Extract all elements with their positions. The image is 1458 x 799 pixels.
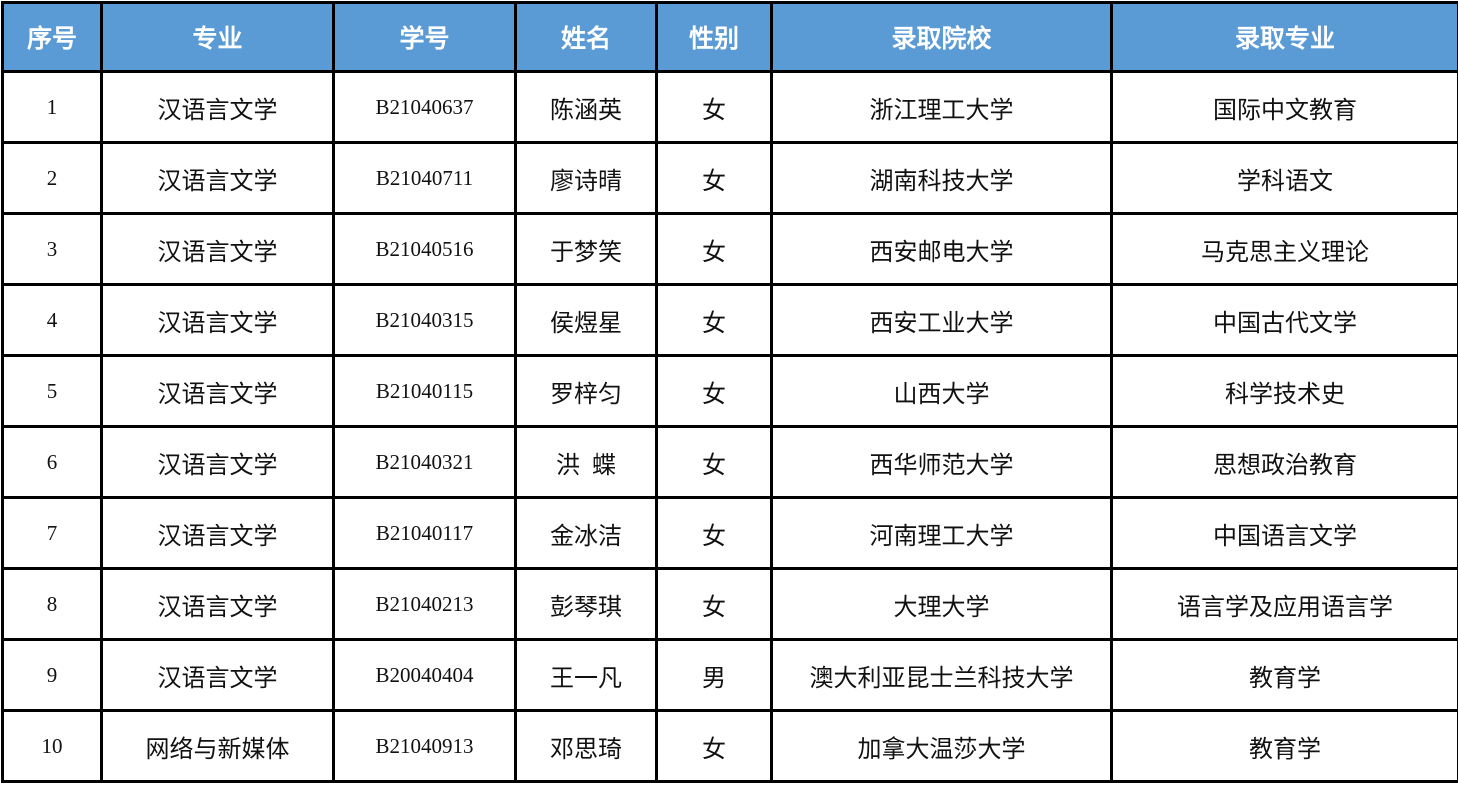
- cell-gender: 女: [657, 214, 772, 285]
- cell-name: 廖诗晴: [516, 143, 657, 214]
- header-student-id: 学号: [334, 3, 516, 72]
- header-row: 序号 专业 学号 姓名 性别 录取院校 录取专业: [3, 3, 1458, 72]
- cell-student-id: B20040404: [334, 640, 516, 711]
- cell-student-id: B21040315: [334, 285, 516, 356]
- cell-major: 汉语言文学: [102, 356, 334, 427]
- cell-major: 汉语言文学: [102, 427, 334, 498]
- header-index: 序号: [3, 3, 102, 72]
- cell-admitted-major: 科学技术史: [1112, 356, 1458, 427]
- cell-index: 9: [3, 640, 102, 711]
- cell-gender: 女: [657, 285, 772, 356]
- cell-admitted-major: 学科语文: [1112, 143, 1458, 214]
- cell-student-id: B21040117: [334, 498, 516, 569]
- cell-major: 汉语言文学: [102, 640, 334, 711]
- cell-admitted-major: 教育学: [1112, 711, 1458, 782]
- cell-admitted-school: 西安邮电大学: [772, 214, 1112, 285]
- cell-gender: 女: [657, 427, 772, 498]
- cell-name: 侯煜星: [516, 285, 657, 356]
- cell-student-id: B21040637: [334, 72, 516, 143]
- cell-major: 汉语言文学: [102, 72, 334, 143]
- cell-gender: 女: [657, 356, 772, 427]
- cell-gender: 女: [657, 569, 772, 640]
- cell-student-id: B21040516: [334, 214, 516, 285]
- cell-index: 5: [3, 356, 102, 427]
- cell-admitted-major: 思想政治教育: [1112, 427, 1458, 498]
- cell-admitted-school: 西华师范大学: [772, 427, 1112, 498]
- cell-index: 10: [3, 711, 102, 782]
- cell-admitted-school: 河南理工大学: [772, 498, 1112, 569]
- header-admitted-school: 录取院校: [772, 3, 1112, 72]
- cell-admitted-school: 浙江理工大学: [772, 72, 1112, 143]
- cell-student-id: B21040115: [334, 356, 516, 427]
- cell-index: 2: [3, 143, 102, 214]
- cell-gender: 女: [657, 498, 772, 569]
- cell-student-id: B21040321: [334, 427, 516, 498]
- cell-index: 3: [3, 214, 102, 285]
- cell-major: 网络与新媒体: [102, 711, 334, 782]
- header-admitted-major: 录取专业: [1112, 3, 1458, 72]
- cell-index: 6: [3, 427, 102, 498]
- header-major: 专业: [102, 3, 334, 72]
- cell-admitted-school: 西安工业大学: [772, 285, 1112, 356]
- cell-index: 4: [3, 285, 102, 356]
- header-gender: 性别: [657, 3, 772, 72]
- cell-admitted-school: 大理大学: [772, 569, 1112, 640]
- cell-gender: 女: [657, 72, 772, 143]
- cell-index: 1: [3, 72, 102, 143]
- cell-major: 汉语言文学: [102, 214, 334, 285]
- cell-index: 8: [3, 569, 102, 640]
- cell-name: 陈涵英: [516, 72, 657, 143]
- cell-admitted-major: 中国语言文学: [1112, 498, 1458, 569]
- cell-name: 邓思琦: [516, 711, 657, 782]
- cell-admitted-school: 澳大利亚昆士兰科技大学: [772, 640, 1112, 711]
- cell-name: 王一凡: [516, 640, 657, 711]
- cell-major: 汉语言文学: [102, 498, 334, 569]
- cell-gender: 女: [657, 711, 772, 782]
- cell-admitted-school: 加拿大温莎大学: [772, 711, 1112, 782]
- cell-major: 汉语言文学: [102, 285, 334, 356]
- cell-name: 金冰洁: [516, 498, 657, 569]
- cell-admitted-major: 国际中文教育: [1112, 72, 1458, 143]
- cell-name: 彭琴琪: [516, 569, 657, 640]
- cell-admitted-major: 语言学及应用语言学: [1112, 569, 1458, 640]
- cell-name: 于梦笑: [516, 214, 657, 285]
- header-name: 姓名: [516, 3, 657, 72]
- cell-student-id: B21040711: [334, 143, 516, 214]
- cell-gender: 男: [657, 640, 772, 711]
- cell-name: 罗梓匀: [516, 356, 657, 427]
- cell-admitted-major: 马克思主义理论: [1112, 214, 1458, 285]
- cell-admitted-major: 教育学: [1112, 640, 1458, 711]
- cell-major: 汉语言文学: [102, 143, 334, 214]
- cell-admitted-school: 湖南科技大学: [772, 143, 1112, 214]
- cell-index: 7: [3, 498, 102, 569]
- cell-admitted-major: 中国古代文学: [1112, 285, 1458, 356]
- cell-student-id: B21040913: [334, 711, 516, 782]
- cell-gender: 女: [657, 143, 772, 214]
- cell-admitted-school: 山西大学: [772, 356, 1112, 427]
- cell-name: 洪 蝶: [516, 427, 657, 498]
- cell-major: 汉语言文学: [102, 569, 334, 640]
- cell-student-id: B21040213: [334, 569, 516, 640]
